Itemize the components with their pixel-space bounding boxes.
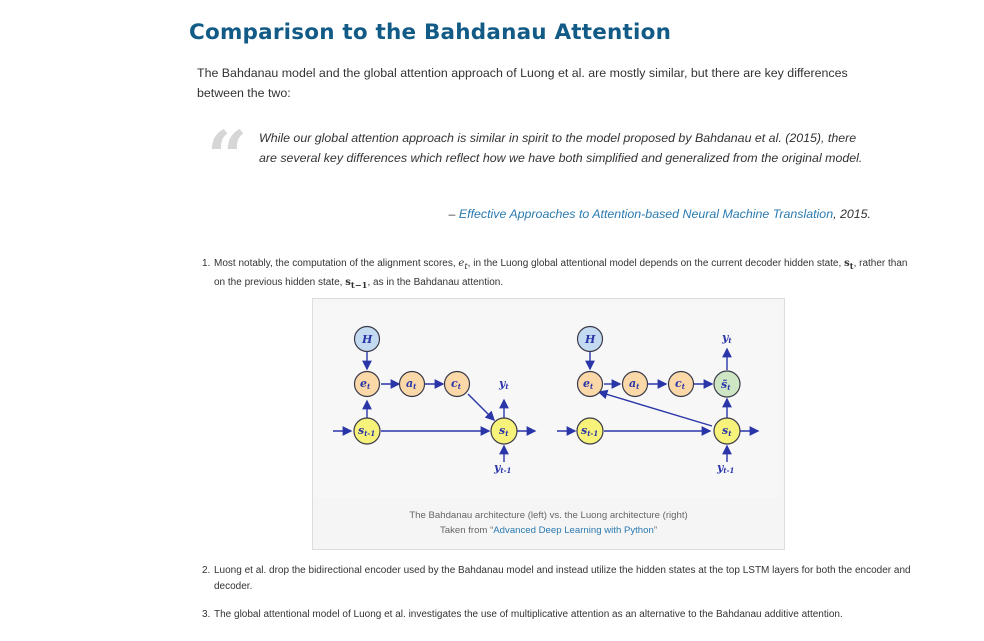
c-node [443,370,471,398]
s-node [713,417,741,445]
s-prev-node [353,417,381,445]
figure: H et at ct yt st-1 st yt-1 H et at ct s̃… [312,298,785,550]
svg-text:et: et [360,377,371,391]
math-e-t: et [458,258,468,271]
caption-suffix: ” [653,525,658,536]
e-node [353,370,381,398]
a-node [621,370,649,398]
list-text-segment: Most notably, the computation of the ali… [214,258,459,269]
figure-source: Taken from “Advanced Deep Learning with … [313,525,784,536]
svg-text:yt: yt [498,377,509,391]
label-H: H [361,333,373,346]
svg-text:ct: ct [675,377,686,391]
c-node [667,370,695,398]
svg-text:at: at [406,377,417,391]
s-node [490,417,518,445]
source-link[interactable]: Advanced Deep Learning with Python [493,525,654,536]
page-title: Comparison to the Bahdanau Attention [189,20,672,45]
list-item-text: Most notably, the computation of the ali… [214,256,912,293]
list-text-segment: , in the Luong global attentional model … [467,258,845,269]
s-prev-node [576,417,604,445]
list-item: 2. Luong et al. drop the bidirectional e… [202,563,912,594]
svg-text:yt: yt [721,331,732,345]
list-item: 3. The global attentional model of Luong… [202,607,912,623]
a-node [398,370,426,398]
list-number: 2. [202,565,211,576]
svg-text:et: et [583,377,594,391]
svg-text:s̃t: s̃t [721,378,731,392]
figure-caption: The Bahdanau architecture (left) vs. the… [409,510,688,521]
architecture-diagram: H et at ct yt st-1 st yt-1 H et at ct s̃… [313,303,780,498]
math-s-t: st [844,258,854,271]
svg-text:yt-1: yt-1 [493,461,511,475]
blockquote-citation: – Effective Approaches to Attention-base… [449,207,871,221]
list-text-segment: , rather than on the previous hidden sta… [214,258,908,288]
citation-link[interactable]: Effective Approaches to Attention-based … [458,207,834,221]
list-item-text: The global attentional model of Luong et… [214,609,843,620]
citation-prefix: – [448,207,459,221]
list-number: 3. [202,609,211,620]
H-node [576,325,604,353]
caption-prefix: Taken from “ [439,525,494,536]
svg-text:H: H [584,333,596,346]
citation-suffix: , 2015. [833,207,871,221]
intro-paragraph: The Bahdanau model and the global attent… [197,66,848,100]
s-tilde-node [713,370,741,398]
list-item: 1. Most notably, the computation of the … [202,256,912,293]
svg-text:yt-1: yt-1 [716,461,734,475]
blockquote-text: While our global attention approach is s… [259,131,863,165]
quote-icon: “ [207,115,248,198]
e-node [576,370,604,398]
list-number: 1. [202,258,211,269]
math-s-t-minus-1: st−1 [345,276,368,290]
svg-text:st-1: st-1 [358,424,375,438]
svg-text:at: at [629,377,640,391]
svg-text:ct: ct [451,377,462,391]
svg-text:st-1: st-1 [581,424,598,438]
list-text-segment: , as in the Bahdanau attention. [367,276,504,288]
svg-text:st: st [499,424,509,438]
H-node [353,325,381,353]
svg-text:st: st [722,424,732,438]
list-item-text: Luong et al. drop the bidirectional enco… [214,565,911,592]
